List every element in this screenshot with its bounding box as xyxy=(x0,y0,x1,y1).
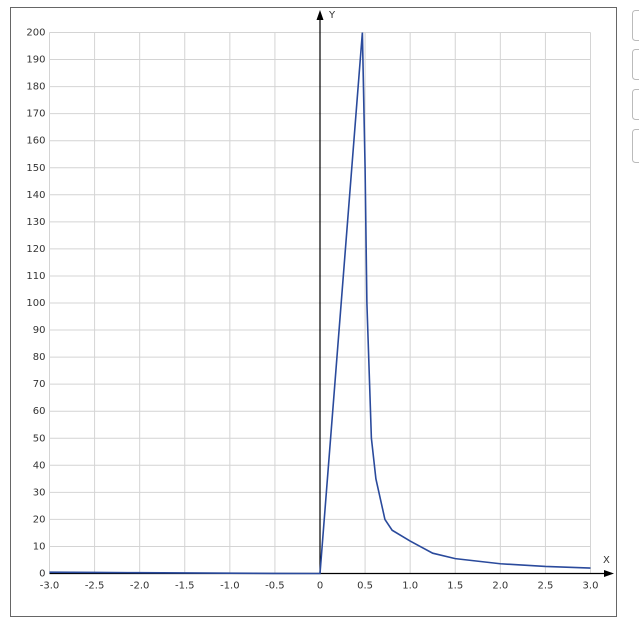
y-tick-label: 150 xyxy=(26,163,45,174)
side-button[interactable] xyxy=(632,89,639,120)
y-tick-label: 160 xyxy=(26,136,45,147)
plot xyxy=(49,32,591,575)
y-tick-label: 190 xyxy=(26,55,45,66)
y-tick-label: 80 xyxy=(33,352,46,363)
x-tick-label: -0.5 xyxy=(265,581,285,592)
y-tick-label: 180 xyxy=(26,82,45,93)
side-button[interactable] xyxy=(632,49,639,80)
x-tick-label: -3.0 xyxy=(40,581,60,592)
y-axis-label: Y xyxy=(328,10,336,21)
y-tick-label: 170 xyxy=(26,109,45,120)
x-tick-label: -1.5 xyxy=(175,581,195,592)
x-tick-label: 2.5 xyxy=(537,581,553,592)
x-tick-label: 2.0 xyxy=(492,581,508,592)
x-axis-arrow xyxy=(604,570,614,577)
side-button[interactable] xyxy=(632,10,639,41)
y-axis-arrow xyxy=(316,10,324,20)
y-tick-label: 50 xyxy=(33,433,46,444)
y-tick-label: 110 xyxy=(26,271,45,282)
y-tick-label: 90 xyxy=(33,325,46,336)
y-tick-label: 70 xyxy=(33,379,46,390)
data-line xyxy=(49,32,591,575)
x-tick-label: -1.0 xyxy=(220,581,240,592)
x-axis-label: X xyxy=(603,555,610,566)
y-tick-label: 120 xyxy=(26,244,45,255)
grid: 0 10 20 30 40 50 60 70 80 90 100 110 120 130 140 150 160… xyxy=(26,10,614,592)
side-button[interactable] xyxy=(632,129,639,163)
x-tick-label: 1.0 xyxy=(402,581,418,592)
x-tick-label: 1.5 xyxy=(447,581,463,592)
x-tick-label: -2.5 xyxy=(85,581,105,592)
y-tick-label: 20 xyxy=(33,514,46,525)
y-tick-label: 10 xyxy=(33,541,46,552)
y-tick-label: 60 xyxy=(33,406,46,417)
x-tick-label: 0 xyxy=(317,581,323,592)
frame xyxy=(10,7,617,617)
y-tick-label: 130 xyxy=(26,217,45,228)
x-tick-label: 3.0 xyxy=(583,581,599,592)
y-tick-label: 200 xyxy=(26,28,45,39)
y-tick-label: 40 xyxy=(33,460,46,471)
y-tick-label: 100 xyxy=(26,298,45,309)
y-tick-label: 30 xyxy=(33,487,46,498)
x-tick-label: -2.0 xyxy=(130,581,150,592)
y-tick-label: 140 xyxy=(26,190,45,201)
x-tick-label: 0.5 xyxy=(357,581,373,592)
y-tick-label: 0 xyxy=(39,569,45,580)
